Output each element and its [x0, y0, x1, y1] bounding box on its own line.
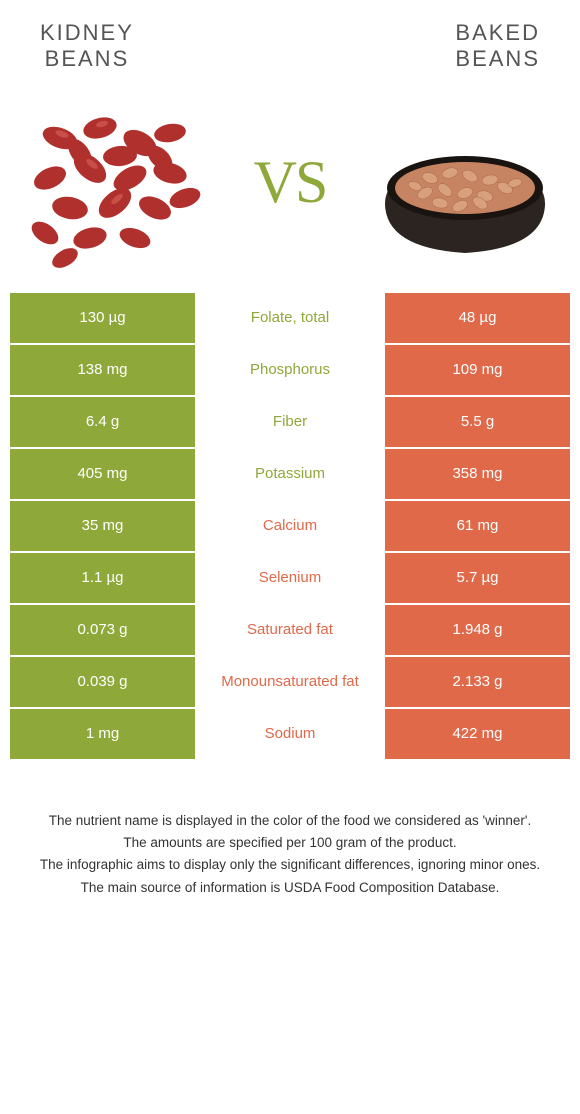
value-left: 6.4 g	[10, 397, 195, 447]
value-left: 130 µg	[10, 293, 195, 343]
table-row: 1 mgSodium422 mg	[10, 709, 570, 759]
value-left: 0.039 g	[10, 657, 195, 707]
title-right: BAKED BEANS	[455, 20, 540, 73]
table-row: 405 mgPotassium358 mg	[10, 449, 570, 499]
nutrient-name: Calcium	[195, 501, 385, 551]
table-row: 0.073 gSaturated fat1.948 g	[10, 605, 570, 655]
value-right: 109 mg	[385, 345, 570, 395]
title-left: KIDNEY BEANS	[40, 20, 134, 73]
table-row: 138 mgPhosphorus109 mg	[10, 345, 570, 395]
nutrient-name: Selenium	[195, 553, 385, 603]
value-right: 5.7 µg	[385, 553, 570, 603]
header: KIDNEY BEANS BAKED BEANS	[0, 0, 580, 83]
kidney-beans-illustration	[20, 98, 210, 268]
table-row: 0.039 gMonounsaturated fat2.133 g	[10, 657, 570, 707]
nutrient-name: Saturated fat	[195, 605, 385, 655]
nutrient-name: Folate, total	[195, 293, 385, 343]
table-row: 35 mgCalcium61 mg	[10, 501, 570, 551]
value-right: 48 µg	[385, 293, 570, 343]
baked-beans-illustration	[370, 98, 560, 268]
table-row: 1.1 µgSelenium5.7 µg	[10, 553, 570, 603]
value-right: 358 mg	[385, 449, 570, 499]
value-right: 422 mg	[385, 709, 570, 759]
table-row: 130 µgFolate, total48 µg	[10, 293, 570, 343]
value-right: 1.948 g	[385, 605, 570, 655]
nutrient-name: Phosphorus	[195, 345, 385, 395]
value-right: 5.5 g	[385, 397, 570, 447]
value-right: 61 mg	[385, 501, 570, 551]
vs-label: VS	[254, 148, 327, 217]
value-left: 138 mg	[10, 345, 195, 395]
footnote-line: The main source of information is USDA F…	[20, 878, 560, 898]
value-left: 35 mg	[10, 501, 195, 551]
value-left: 405 mg	[10, 449, 195, 499]
nutrient-name: Fiber	[195, 397, 385, 447]
value-right: 2.133 g	[385, 657, 570, 707]
value-left: 1.1 µg	[10, 553, 195, 603]
value-left: 1 mg	[10, 709, 195, 759]
footnote-line: The amounts are specified per 100 gram o…	[20, 833, 560, 853]
footnote-line: The infographic aims to display only the…	[20, 855, 560, 875]
hero-row: VS	[0, 83, 580, 293]
nutrient-name: Monounsaturated fat	[195, 657, 385, 707]
nutrient-name: Potassium	[195, 449, 385, 499]
baked-beans-icon	[370, 98, 560, 268]
table-row: 6.4 gFiber5.5 g	[10, 397, 570, 447]
value-left: 0.073 g	[10, 605, 195, 655]
nutrient-name: Sodium	[195, 709, 385, 759]
footnote-line: The nutrient name is displayed in the co…	[20, 811, 560, 831]
nutrient-table: 130 µgFolate, total48 µg138 mgPhosphorus…	[0, 293, 580, 759]
kidney-beans-icon	[20, 98, 210, 268]
footnote: The nutrient name is displayed in the co…	[0, 761, 580, 920]
